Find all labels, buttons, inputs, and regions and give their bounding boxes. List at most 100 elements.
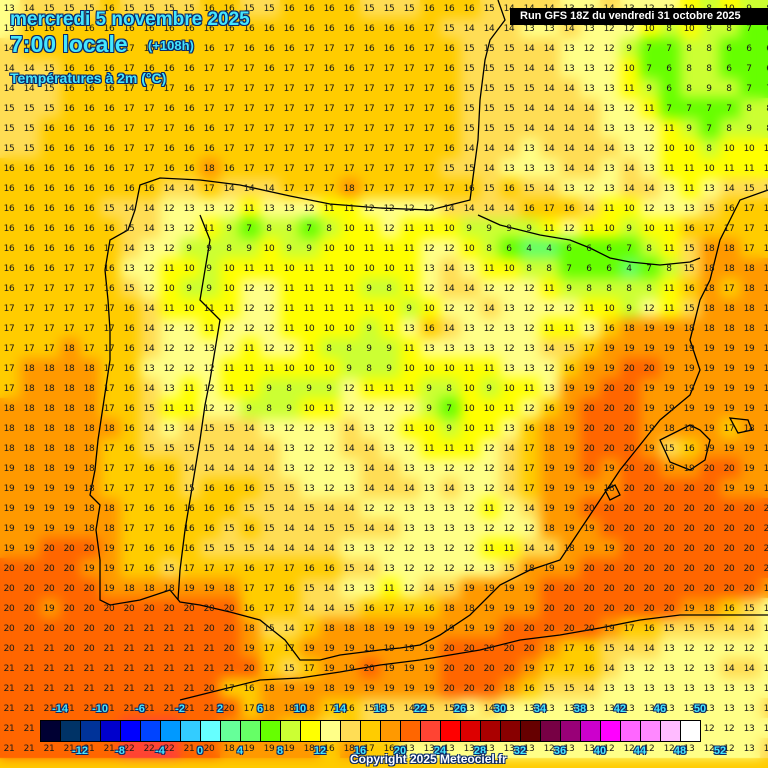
grid-value: 20 <box>223 644 235 654</box>
grid-value: 9 <box>306 244 312 254</box>
grid-value: 20 <box>203 604 215 614</box>
grid-value: 17 <box>343 44 355 54</box>
grid-value: 20 <box>43 544 55 554</box>
grid-value: 17 <box>143 164 155 174</box>
grid-value: 10 <box>223 264 235 274</box>
grid-value: 15 <box>3 124 15 134</box>
grid-value: 16 <box>23 164 35 174</box>
grid-value: 16 <box>43 24 55 34</box>
legend-tick-bottom: -4 <box>155 745 165 757</box>
grid-value: 14 <box>563 24 575 34</box>
grid-value: 16 <box>63 104 75 114</box>
grid-value: 14 <box>443 484 455 494</box>
grid-value: 17 <box>383 164 395 174</box>
grid-value: 19 <box>743 364 755 374</box>
grid-value: 16 <box>363 604 375 614</box>
grid-value: 21 <box>3 664 15 674</box>
grid-value: 16 <box>223 504 235 514</box>
grid-value: 12 <box>683 644 695 654</box>
grid-value: 20 <box>603 404 615 414</box>
grid-value: 12 <box>263 304 275 314</box>
grid-value: 14 <box>143 384 155 394</box>
grid-value: 12 <box>163 324 175 334</box>
grid-value: 16 <box>63 224 75 234</box>
grid-value: 20 <box>623 424 635 434</box>
grid-value: 19 <box>563 384 575 394</box>
grid-value: 17 <box>243 64 255 74</box>
legend-tick-top: 18 <box>373 703 387 715</box>
grid-value: 19 <box>483 604 495 614</box>
grid-value: 18 <box>83 464 95 474</box>
grid-value: 18 <box>543 644 555 654</box>
grid-value: 14 <box>343 444 355 454</box>
grid-value: 18 <box>743 324 755 334</box>
grid-value: 19 <box>483 584 495 594</box>
grid-value: 17 <box>3 324 15 334</box>
grid-value: 13 <box>603 84 615 94</box>
grid-value: 19 <box>743 344 755 354</box>
grid-value: 12 <box>503 524 515 534</box>
grid-value: 17 <box>423 184 435 194</box>
grid-value: 13 <box>423 524 435 534</box>
grid-value: 20 <box>683 484 695 494</box>
grid-value: 14 <box>363 464 375 474</box>
legend-swatch <box>561 721 581 741</box>
grid-value: 20 <box>763 504 768 514</box>
grid-value: 10 <box>463 384 475 394</box>
grid-value: 12 <box>303 424 315 434</box>
grid-value: 18 <box>443 604 455 614</box>
grid-value: 7 <box>246 224 252 234</box>
grid-value: 16 <box>103 224 115 234</box>
grid-value: 19 <box>563 464 575 474</box>
grid-value: 14 <box>323 544 335 554</box>
grid-value: 14 <box>523 44 535 54</box>
grid-value: 17 <box>423 64 435 74</box>
grid-value: 16 <box>143 24 155 34</box>
grid-value: 19 <box>283 744 295 754</box>
grid-value: 20 <box>723 504 735 514</box>
grid-value: 15 <box>483 184 495 194</box>
grid-value: 11 <box>603 204 615 214</box>
grid-value: 11 <box>583 304 595 314</box>
legend-tick-bottom: 12 <box>313 745 327 757</box>
grid-value: 19 <box>383 624 395 634</box>
grid-value: 18 <box>83 364 95 374</box>
legend-swatch <box>321 721 341 741</box>
grid-value: 10 <box>383 304 395 314</box>
grid-value: 9 <box>286 404 292 414</box>
grid-value: 17 <box>443 184 455 194</box>
grid-value: 14 <box>463 24 475 34</box>
grid-value: 20 <box>583 404 595 414</box>
grid-value: 15 <box>743 184 755 194</box>
grid-value: 17 <box>263 664 275 674</box>
grid-value: 18 <box>3 424 15 434</box>
grid-value: 16 <box>163 484 175 494</box>
grid-value: 17 <box>23 344 35 354</box>
grid-value: 16 <box>183 64 195 74</box>
grid-value: 19 <box>3 544 15 554</box>
grid-value: 14 <box>303 524 315 534</box>
grid-value: 18 <box>43 384 55 394</box>
grid-value: 7 <box>446 404 452 414</box>
grid-value: 14 <box>323 504 335 514</box>
grid-value: 11 <box>423 444 435 454</box>
grid-value: 12 <box>563 224 575 234</box>
grid-value: 21 <box>143 644 155 654</box>
grid-value: 11 <box>483 504 495 514</box>
grid-value: 14 <box>143 424 155 434</box>
grid-value: 14 <box>623 644 635 654</box>
grid-value: 20 <box>583 504 595 514</box>
grid-value: 16 <box>63 44 75 54</box>
grid-value: 15 <box>483 64 495 74</box>
grid-value: 8 <box>746 104 752 114</box>
grid-value: 16 <box>183 24 195 34</box>
grid-value: 20 <box>623 364 635 374</box>
grid-value: 19 <box>763 444 768 454</box>
grid-value: 14 <box>283 624 295 634</box>
grid-value: 14 <box>463 284 475 294</box>
grid-value: 17 <box>203 84 215 94</box>
grid-value: 12 <box>403 444 415 454</box>
grid-value: 21 <box>23 644 35 654</box>
grid-value: 16 <box>43 44 55 54</box>
grid-value: 17 <box>83 344 95 354</box>
